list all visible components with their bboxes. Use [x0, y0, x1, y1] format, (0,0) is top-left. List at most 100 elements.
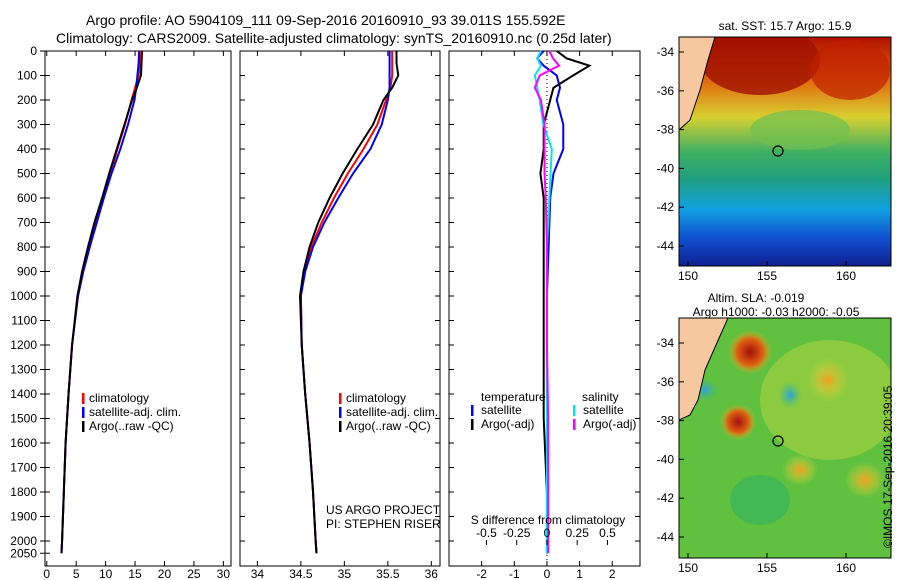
legend-swatch [471, 405, 474, 416]
y-tick-label: 2000 [10, 534, 37, 548]
project-note-2: PI: STEPHEN RISER [326, 517, 441, 531]
y-tick-label: 2050 [10, 546, 37, 560]
x-tick-label: 15 [128, 567, 142, 580]
y-tick-label: 500 [17, 167, 37, 181]
y-tick-label: 200 [17, 93, 37, 107]
series-line-0 [535, 50, 565, 554]
sla-map-frame [678, 317, 892, 559]
map-y-tick-label: -44 [657, 530, 675, 544]
x-tick-label: 20 [158, 567, 172, 580]
sst-map: sat. SST: 15.7 Argo: 15.9 150 155 160 -34 -3… [657, 19, 892, 283]
map-y-tick-label: -40 [657, 452, 675, 466]
y-tick-label: 1400 [10, 387, 37, 401]
y-tick-label: 1500 [10, 412, 37, 426]
title-line-2: Climatology: CARS2009. Satellite-adjuste… [56, 30, 612, 46]
y-tick-label: 900 [17, 265, 37, 279]
map-y-tick-label: -36 [657, 84, 675, 98]
legend-swatch [339, 393, 342, 404]
sst-map-frame [678, 36, 892, 267]
x-tick-label: 1 [576, 567, 583, 580]
plot-frame [448, 50, 641, 567]
x2-tick-label: -0.5 [476, 526, 497, 540]
legend-label: Argo(..raw -QC) [346, 419, 431, 433]
y-tick-label: 800 [17, 240, 37, 254]
y-tick-label: 1000 [10, 289, 37, 303]
land-australia-2 [679, 318, 729, 421]
y-tick-label: 1200 [10, 338, 37, 352]
legend-label: satellite-adj. clim. [346, 405, 438, 419]
map-y-tick-label: -34 [657, 45, 675, 59]
map-x-tick-label: 160 [836, 269, 856, 283]
legend-label: satellite [481, 403, 522, 417]
y-tick-label: 0 [30, 44, 37, 58]
legend-header-temperature: temperature [481, 390, 546, 404]
x-tick-label: 10 [99, 567, 113, 580]
x2-tick-label: -0.25 [503, 526, 531, 540]
x-tick-label: 34.5 [289, 567, 313, 580]
map-y-tick-label: -42 [657, 491, 675, 505]
project-note-1: US ARGO PROJECT [326, 503, 441, 517]
y-tick-label: 1700 [10, 461, 37, 475]
map-x-tick-label: 150 [678, 269, 698, 283]
map-x-tick-label: 150 [678, 561, 698, 575]
sla-map-title-2: Argo h1000: -0.03 h2000: -0.05 [693, 305, 860, 319]
legend-label: Argo(-adj) [583, 417, 636, 431]
y-tick-label: 1900 [10, 510, 37, 524]
float-position-marker-2 [772, 435, 784, 447]
plot-frame [239, 50, 441, 567]
legend-label: climatology [346, 391, 406, 405]
series-line-2 [298, 51, 400, 554]
legend-swatch [82, 407, 85, 418]
salinity-profile: 3434.53535.536salinityclimatologysatelli… [239, 50, 441, 580]
float-position-marker [772, 145, 784, 157]
x2-tick-label: 0.25 [566, 526, 590, 540]
map-y-tick-label: -36 [657, 375, 675, 389]
map-x-tick-label: 155 [757, 269, 777, 283]
legend-swatch [339, 407, 342, 418]
legend-swatch [82, 393, 85, 404]
y-tick-label: 100 [17, 69, 37, 83]
series-line-0 [299, 51, 394, 554]
y-tick-label: 700 [17, 216, 37, 230]
title-line-1: Argo profile: AO 5904109_111 09-Sep-2016… [86, 12, 566, 28]
credit-text: ©IMOS 17-Sep-2016 20:39:05 [881, 385, 895, 548]
x-tick-label: 0 [43, 567, 50, 580]
y-tick-label: 1600 [10, 436, 37, 450]
series-line-1 [539, 50, 592, 554]
x2-tick-label: 0.5 [599, 526, 616, 540]
x-tick-label: 34 [251, 567, 265, 580]
sst-map-title: sat. SST: 15.7 Argo: 15.9 [719, 19, 852, 33]
x-tick-label: -1 [509, 567, 520, 580]
legend-swatch [82, 421, 85, 432]
land-australia [679, 37, 716, 131]
legend-swatch [573, 405, 576, 416]
map-x-tick-label: 155 [757, 561, 777, 575]
x-tick-label: 36 [425, 567, 439, 580]
legend-swatch [471, 419, 474, 430]
series-line-0 [60, 50, 142, 554]
map-y-tick-label: -40 [657, 161, 675, 175]
legend-label: climatology [89, 391, 149, 405]
x-tick-label: 35 [338, 567, 352, 580]
x-tick-label: 35.5 [376, 567, 400, 580]
x2-axis-label: S difference from climatology [471, 513, 626, 527]
series-line-2 [60, 50, 144, 554]
series-line-1 [60, 50, 141, 554]
series-line-3 [533, 50, 561, 554]
legend-swatch [573, 419, 576, 430]
x-tick-label: 0 [544, 567, 551, 580]
temperature-profile: 0100200300400500600700800900100011001200… [10, 44, 232, 580]
map-y-tick-label: -34 [657, 336, 675, 350]
legend-label: satellite-adj. clim. [89, 405, 181, 419]
map-y-tick-label: -44 [657, 239, 675, 253]
map-y-tick-label: -42 [657, 200, 675, 214]
map-x-tick-label: 160 [836, 561, 856, 575]
x-tick-label: 2 [609, 567, 616, 580]
y-tick-label: 300 [17, 118, 37, 132]
legend-label: Argo(..raw -QC) [89, 419, 174, 433]
legend-header-salinity: salinity [582, 390, 619, 404]
x-tick-label: 30 [217, 567, 231, 580]
legend-label: Argo(-adj) [481, 417, 534, 431]
